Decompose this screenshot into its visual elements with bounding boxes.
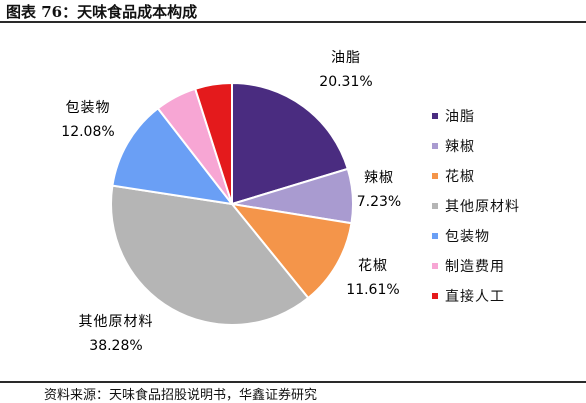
slice-value-label-1: 20.31%: [319, 74, 372, 90]
legend-swatch: [432, 203, 438, 209]
legend-item-5: 包装物: [432, 221, 520, 251]
legend-item-1: 油脂: [432, 101, 520, 131]
legend-swatch: [432, 293, 438, 299]
slice-value-label-3: 11.61%: [346, 282, 399, 298]
legend-label: 包装物: [445, 229, 490, 245]
slice-category-label-1: 油脂: [331, 50, 361, 66]
legend-label: 其他原材料: [445, 199, 520, 215]
legend-item-2: 辣椒: [432, 131, 520, 161]
legend-item-7: 直接人工: [432, 281, 520, 311]
legend-swatch: [432, 173, 438, 179]
slice-value-label-5: 12.08%: [61, 124, 114, 140]
legend-swatch: [432, 113, 438, 119]
chart-title: 图表 76：天味食品成本构成: [6, 3, 198, 21]
source-note: 资料来源：天味食品招股说明书，华鑫证券研究: [44, 388, 318, 403]
legend-label: 辣椒: [445, 139, 475, 155]
slice-category-label-5: 包装物: [66, 100, 111, 116]
legend-swatch: [432, 233, 438, 239]
legend-label: 油脂: [445, 109, 475, 125]
legend-item-3: 花椒: [432, 161, 520, 191]
pie-slice-3: [229, 202, 353, 300]
legend-swatch: [432, 263, 438, 269]
slice-value-label-4: 38.28%: [89, 338, 142, 354]
slice-category-label-2: 辣椒: [364, 170, 394, 186]
bottom-rule: [0, 381, 586, 383]
slice-category-label-4: 其他原材料: [79, 314, 154, 330]
pie-slice-7: [193, 81, 233, 205]
legend: 油脂辣椒花椒其他原材料包装物制造费用直接人工: [432, 101, 520, 311]
legend-item-4: 其他原材料: [432, 191, 520, 221]
slice-value-label-2: 7.23%: [357, 194, 401, 210]
pie-slice-1: [231, 81, 350, 206]
legend-label: 花椒: [445, 169, 475, 185]
legend-label: 直接人工: [445, 289, 505, 305]
slice-category-label-3: 花椒: [358, 258, 388, 274]
pie-slice-5: [111, 106, 235, 206]
legend-item-6: 制造费用: [432, 251, 520, 281]
legend-swatch: [432, 143, 438, 149]
top-rule: [0, 21, 586, 23]
legend-label: 制造费用: [445, 259, 505, 275]
pie-slice-4: [110, 184, 310, 326]
